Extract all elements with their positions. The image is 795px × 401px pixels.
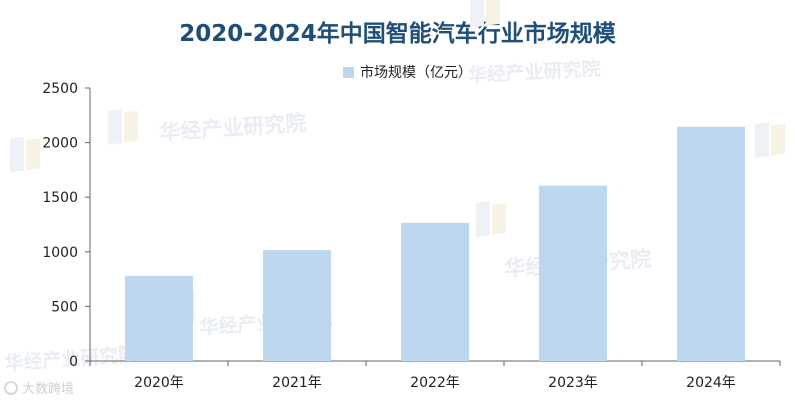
chart-title: 2020-2024年中国智能汽车行业市场规模 <box>179 21 616 47</box>
watermark-logo-mark <box>492 202 506 235</box>
x-tick-label: 2024年 <box>686 375 736 391</box>
y-tick-label: 1500 <box>42 190 78 206</box>
x-tick-label: 2022年 <box>410 375 460 391</box>
legend-label: 市场规模（亿元） <box>360 65 472 81</box>
watermark-logo-mark <box>771 123 785 156</box>
source-logo: 大数跨境 <box>4 378 74 397</box>
legend: 市场规模（亿元） <box>343 62 472 82</box>
y-tick-label: 0 <box>69 354 78 370</box>
watermark-logo-mark <box>755 121 769 158</box>
watermark-logo-mark <box>486 0 500 26</box>
y-tick-label: 1000 <box>42 245 78 261</box>
y-tick-label: 500 <box>51 299 78 315</box>
watermark-text: 华经产业研究院 <box>467 57 601 87</box>
bar-2022年 <box>401 222 469 361</box>
legend-swatch <box>343 66 354 78</box>
x-tick-label: 2021年 <box>272 375 322 391</box>
bar-2020年 <box>125 275 193 361</box>
bar-2024年 <box>677 126 745 362</box>
bars <box>125 126 745 362</box>
source-logo-text: 大数跨境 <box>22 382 75 397</box>
bar-2021年 <box>263 250 331 361</box>
bar-2023年 <box>539 185 607 361</box>
circle-logo-icon <box>4 380 18 395</box>
x-tick-label: 2023年 <box>548 375 598 391</box>
tick-labels: 0 500 1000 1500 2000 2500 2020年 2021年 2022年 2023年… <box>42 81 735 391</box>
watermark-logo-mark <box>470 0 484 28</box>
watermark-logo-mark <box>10 136 24 173</box>
x-tick-label: 2020年 <box>134 375 184 391</box>
watermark-text: 华经产业研究院 <box>159 111 307 145</box>
watermark-layer: 华经产业研究院华经产业研究院华经产业研究院华经产业研究院华经产业研究院 <box>4 0 785 375</box>
y-tick-label: 2000 <box>42 136 78 152</box>
y-tick-label: 2500 <box>42 81 78 97</box>
watermark-logo-mark <box>108 108 122 145</box>
watermark-logo-mark <box>124 110 138 143</box>
watermark-logo-mark <box>476 201 490 238</box>
watermark-logo-mark <box>26 138 40 171</box>
